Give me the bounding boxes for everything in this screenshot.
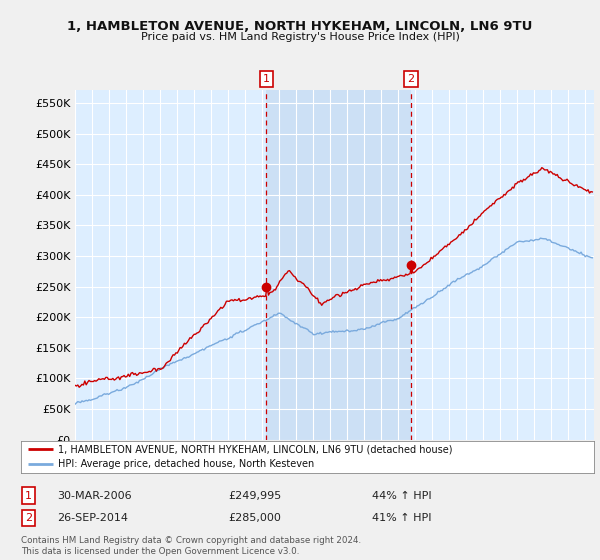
- Text: 26-SEP-2014: 26-SEP-2014: [57, 513, 128, 523]
- Text: 44% ↑ HPI: 44% ↑ HPI: [372, 491, 431, 501]
- Text: Price paid vs. HM Land Registry's House Price Index (HPI): Price paid vs. HM Land Registry's House …: [140, 32, 460, 43]
- Text: £249,995: £249,995: [228, 491, 281, 501]
- Text: 30-MAR-2006: 30-MAR-2006: [57, 491, 131, 501]
- Text: 1: 1: [263, 74, 270, 84]
- Bar: [266, 90, 411, 440]
- Text: 41% ↑ HPI: 41% ↑ HPI: [372, 513, 431, 523]
- Text: 1, HAMBLETON AVENUE, NORTH HYKEHAM, LINCOLN, LN6 9TU (detached house): 1, HAMBLETON AVENUE, NORTH HYKEHAM, LINC…: [58, 445, 453, 455]
- Text: Contains HM Land Registry data © Crown copyright and database right 2024.
This d: Contains HM Land Registry data © Crown c…: [21, 536, 361, 556]
- Text: 1, HAMBLETON AVENUE, NORTH HYKEHAM, LINCOLN, LN6 9TU: 1, HAMBLETON AVENUE, NORTH HYKEHAM, LINC…: [67, 20, 533, 32]
- Text: HPI: Average price, detached house, North Kesteven: HPI: Average price, detached house, Nort…: [58, 459, 314, 469]
- Text: 2: 2: [25, 513, 32, 523]
- Text: 2: 2: [407, 74, 415, 84]
- Text: £285,000: £285,000: [228, 513, 281, 523]
- Text: 1: 1: [25, 491, 32, 501]
